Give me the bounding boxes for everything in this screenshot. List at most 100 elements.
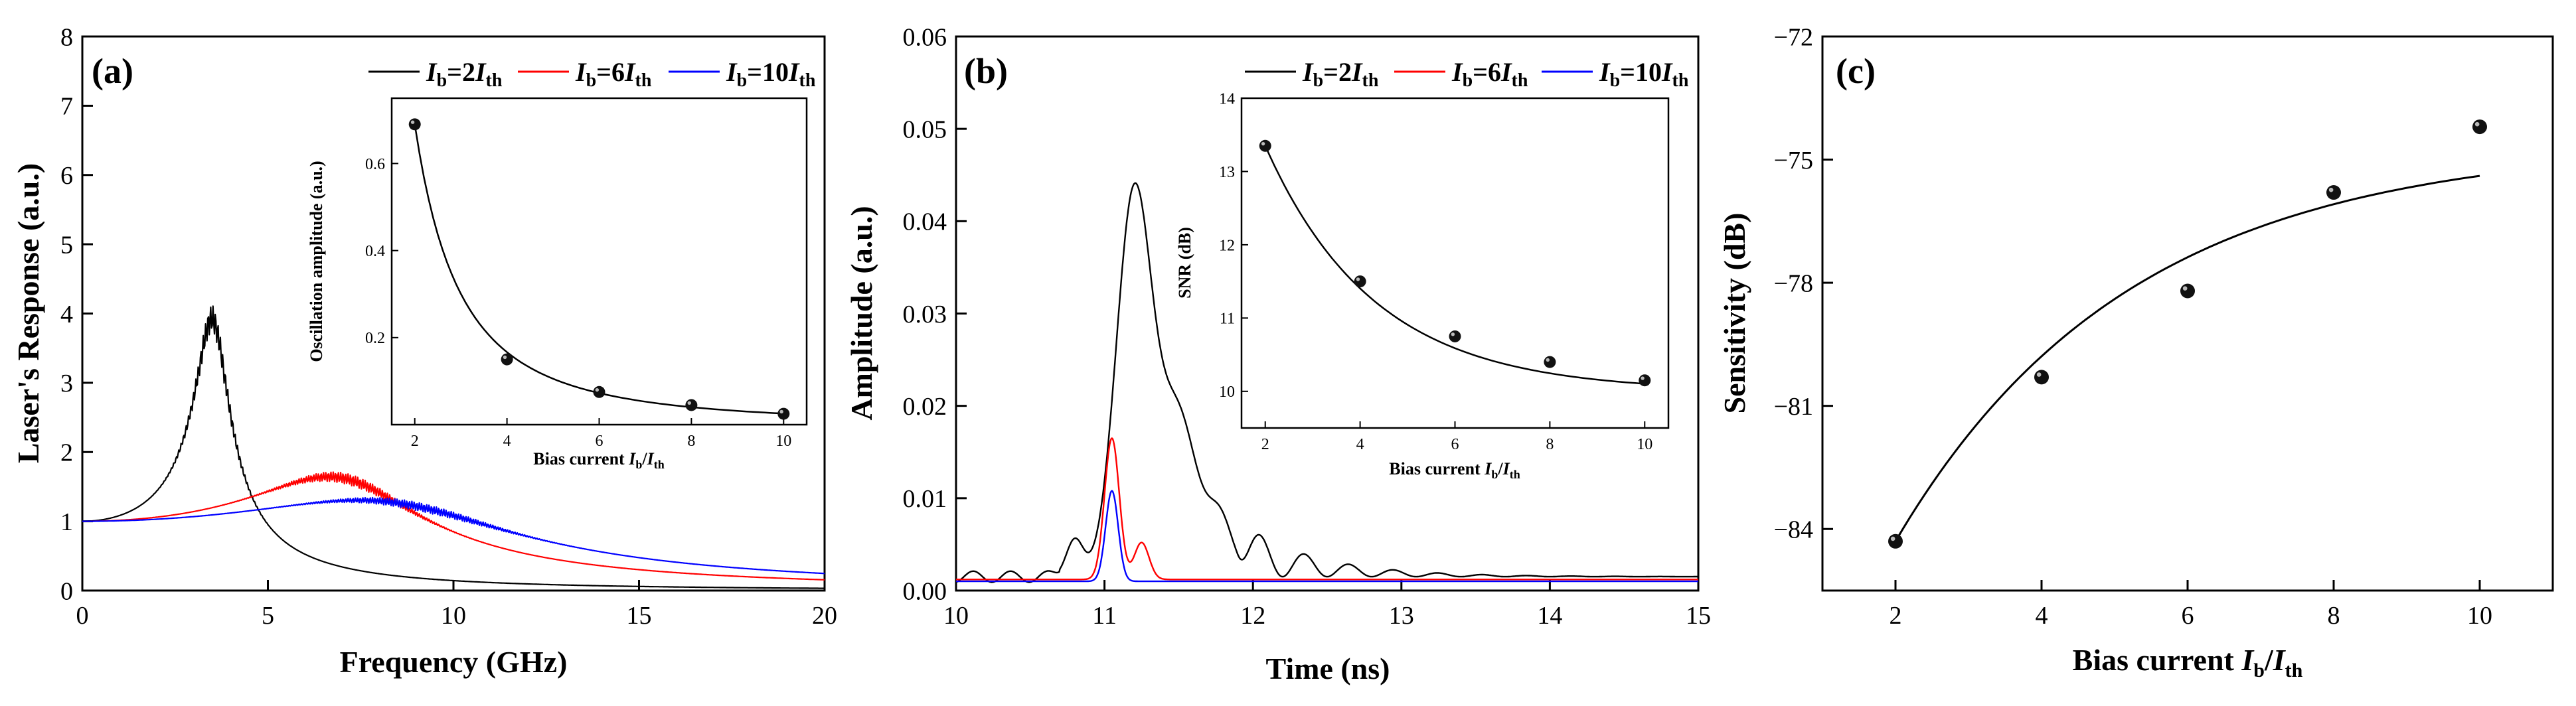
- inset-b-axes: 2 4 6 8 10 10 11 12 13 14: [1219, 90, 1652, 453]
- panel-c-ylabel: Sensitivity (dB): [1718, 213, 1751, 414]
- y-tick-label: 0.2: [365, 330, 385, 347]
- panel-b-label: (b): [964, 51, 1008, 91]
- x-tick-label: 4: [2036, 602, 2048, 630]
- y-tick-label: 0.06: [903, 23, 947, 51]
- inset-a-point-1-highlight: [410, 120, 415, 124]
- inset-b-point-3-highlight: [1451, 332, 1455, 336]
- y-tick-label: 2: [60, 439, 73, 467]
- legend-b-label-1: Ib=2Ith: [1302, 57, 1379, 91]
- panel-b: 10 11 12 13 14 15 0.00 0.01 0.02 0.03 0.04 0.05 0.06…: [845, 23, 1711, 685]
- legend-a-label-3: Ib=10Ith: [726, 57, 816, 91]
- y-tick-label: 5: [60, 231, 73, 259]
- inset-a-point-2: [501, 353, 513, 366]
- inset-b-point-3: [1449, 330, 1461, 342]
- x-tick-label: 6: [596, 433, 604, 450]
- panel-c-fit-line: [1894, 175, 2480, 542]
- x-tick-label: 10: [943, 602, 969, 630]
- y-tick-label: 14: [1219, 90, 1235, 107]
- panel-c-point-3-highlight: [2182, 286, 2188, 291]
- panel-b-legend: Ib=2Ith Ib=6Ith Ib=10Ith: [1245, 57, 1689, 91]
- panel-c-point-5: [2472, 119, 2487, 135]
- x-tick-label: 2: [411, 433, 419, 450]
- y-tick-label: 0.4: [365, 243, 385, 260]
- x-tick-label: 14: [1537, 602, 1562, 630]
- inset-b-point-5: [1639, 374, 1651, 387]
- y-tick-label: −84: [1774, 516, 1813, 544]
- x-tick-label: 15: [627, 602, 652, 630]
- y-tick-label: −75: [1774, 147, 1813, 175]
- y-tick-label: 0.03: [903, 301, 947, 328]
- x-tick-label: 11: [1092, 602, 1117, 630]
- x-tick-label: 12: [1240, 602, 1265, 630]
- x-tick-label: 6: [2182, 602, 2194, 630]
- inset-a-point-1: [408, 118, 421, 131]
- panel-c: 2 4 6 8 10 −84 −81 −78 −75 −72 (c) Bias current I…: [1718, 23, 2554, 681]
- inset-a-frame: [390, 97, 808, 426]
- panel-b-xlabel: Time (ns): [1266, 652, 1390, 685]
- legend-a-label-2: Ib=6Ith: [575, 57, 652, 91]
- series-line-3: [955, 490, 1699, 583]
- x-tick-label: 15: [1686, 602, 1711, 630]
- panel-c-frame: [1821, 35, 2554, 592]
- x-tick-label: 8: [687, 433, 695, 450]
- inset-a-ylabel: Oscillation amplitude (a.u.): [307, 161, 326, 362]
- panel-a-axes: 0 5 10 15 20 0 1 2 3 4 5 6 7 8: [60, 23, 837, 630]
- inset-a-marks: [408, 118, 790, 420]
- y-tick-label: 4: [60, 301, 73, 328]
- panel-a-label: (a): [92, 51, 133, 91]
- y-tick-label: 0.04: [903, 208, 947, 236]
- inset-b-point-4: [1544, 356, 1556, 368]
- series-line-1: [82, 305, 825, 589]
- panel-a-ylabel: Laser's Response (a.u.): [11, 163, 45, 463]
- y-tick-label: −78: [1774, 269, 1813, 297]
- y-tick-label: 0.00: [903, 577, 947, 605]
- panel-a: 0 5 10 15 20 0 1 2 3 4 5 6 7 8 (a) Frequency (GHz) La…: [11, 23, 837, 679]
- series-line-3: [82, 496, 825, 575]
- inset-b-fit-line: [1264, 145, 1645, 385]
- y-tick-label: 10: [1219, 384, 1235, 401]
- panel-c-point-2: [2034, 370, 2049, 385]
- y-tick-label: 13: [1219, 164, 1235, 181]
- panel-a-xlabel: Frequency (GHz): [340, 645, 568, 679]
- series-line-1: [955, 182, 1699, 583]
- panel-c-point-1-highlight: [1890, 536, 1895, 541]
- y-tick-label: 6: [60, 162, 73, 190]
- panel-b-curves: [955, 182, 1699, 583]
- x-tick-label: 10: [1637, 436, 1652, 453]
- y-tick-label: 0.6: [365, 156, 385, 173]
- x-tick-label: 6: [1451, 436, 1459, 453]
- y-tick-label: 0.01: [903, 485, 947, 513]
- panel-b-axes: 10 11 12 13 14 15 0.00 0.01 0.02 0.03 0.04 0.05 0.06: [903, 23, 1712, 630]
- panel-b-inset: 2 4 6 8 10 10 11 12 13 14 Bias current Ib/Ith SNR…: [1175, 90, 1670, 481]
- x-tick-label: 2: [1890, 602, 1902, 630]
- x-tick-label: 5: [262, 602, 274, 630]
- x-tick-label: 4: [503, 433, 511, 450]
- inset-b-point-1-highlight: [1261, 141, 1265, 146]
- y-tick-label: 0.05: [903, 115, 947, 143]
- x-tick-label: 8: [2328, 602, 2340, 630]
- legend-b-label-2: Ib=6Ith: [1451, 57, 1528, 91]
- x-tick-label: 13: [1389, 602, 1414, 630]
- panel-c-axes: 2 4 6 8 10 −84 −81 −78 −75 −72: [1774, 23, 2492, 630]
- inset-b-point-2: [1354, 275, 1366, 288]
- panel-c-point-2-highlight: [2036, 372, 2042, 377]
- inset-a-point-3-highlight: [595, 388, 600, 392]
- series-line-2: [82, 471, 825, 581]
- legend-b-label-3: Ib=10Ith: [1599, 57, 1689, 91]
- inset-a-point-5-highlight: [779, 409, 783, 414]
- inset-a-point-2-highlight: [503, 355, 507, 360]
- panel-c-label: (c): [1836, 51, 1876, 91]
- x-tick-label: 2: [1261, 436, 1269, 453]
- inset-a-point-5: [777, 407, 790, 420]
- panel-c-point-3: [2180, 283, 2195, 299]
- inset-a-point-4: [685, 399, 698, 411]
- inset-a-xlabel: Bias current Ib/Ith: [533, 449, 664, 471]
- panel-c-point-1: [1888, 533, 1903, 549]
- inset-b-frame: [1240, 97, 1670, 429]
- panel-c-point-4: [2326, 185, 2341, 200]
- inset-b-marks: [1259, 139, 1651, 387]
- y-tick-label: 1: [60, 508, 73, 536]
- panel-c-point-4-highlight: [2328, 187, 2334, 192]
- y-tick-label: 0.02: [903, 393, 947, 421]
